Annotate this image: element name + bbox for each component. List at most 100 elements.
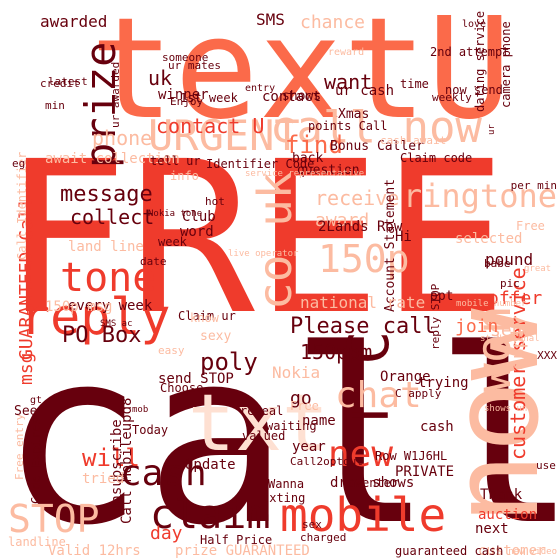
cloud-word: find [285,131,343,159]
cloud-word: time [400,77,429,91]
cloud-word: reveal [240,404,284,418]
cloud-word: tell ur [150,154,201,168]
cloud-word: Identifier Code [206,157,315,171]
cloud-word: easy [158,344,185,357]
cloud-word: send [490,320,534,341]
cloud-word: date [140,255,167,268]
cloud-word: offer [488,288,543,309]
cloud-word: chance [300,12,366,33]
cloud-word: shows [282,89,322,104]
cloud-word: opt [430,289,454,304]
cloud-word: 150p [318,237,410,281]
cloud-word: winner [158,87,209,103]
cloud-word: new video [508,547,557,557]
cloud-word: day [150,523,183,544]
cloud-word: love [462,19,487,30]
cloud-word: STOP [8,497,100,541]
cloud-word: cash [420,419,454,435]
cloud-word: textU [90,0,512,151]
cloud-word: PRIVATE [395,464,455,480]
cloud-word: Claim code [400,151,473,165]
cloud-word: contact [262,89,322,105]
cloud-word: week [158,235,187,249]
cloud-word: customer [478,543,546,558]
cloud-word: mob [132,405,149,415]
cloud-word: ur [487,124,497,135]
cloud-word: year [292,439,326,455]
cloud-word: per min [510,179,557,192]
cloud-word: phone [92,126,153,150]
cloud-word: co uk [248,171,302,310]
cloud-word: draw shows [330,475,415,491]
cloud-word: Xmas [338,107,370,122]
cloud-word: question [297,163,360,178]
cloud-word: Enjoy [170,95,204,108]
cloud-word: landline [8,535,66,549]
cloud-word: sexy [200,329,232,344]
cloud-word: reply STOP [429,283,442,350]
cloud-word: Bonus Caller [330,139,424,154]
cloud-word: award [315,210,370,231]
cloud-word: Free [290,399,319,413]
cloud-word: live operator [228,249,299,259]
cloud-word: contact U [156,114,265,138]
cloud-word: Free entry [13,413,26,480]
cloud-word: Row W1J6HL [375,449,448,463]
cloud-word: selected [455,231,523,247]
cloud-word: Hi [395,229,412,245]
cloud-word: Wanna [268,477,305,491]
cloud-word: guaranteed cash [395,544,504,558]
cloud-word: Update [185,457,236,473]
cloud-word: uk [148,66,173,90]
cloud-word: min [45,99,65,112]
cloud-word: Please call [290,314,436,339]
cloud-word: someone [162,51,209,64]
cloud-word: msg [16,352,37,385]
cloud-word: Today [132,423,169,437]
cloud-word: unsubscribe [109,419,125,512]
cloud-word: Valid 12hrs [48,543,141,558]
cloud-word: awarded [40,12,108,31]
cloud-word: pic [500,277,520,290]
cloud-word: new [328,434,394,475]
cloud-word: charged [300,531,347,544]
cloud-word: national rate [300,293,426,312]
cloud-word: 150ppm [300,340,373,364]
cloud-word: txting [262,491,306,505]
cloud-word: Thank [480,487,523,503]
cloud-word: eg [12,157,26,170]
cloud-word: know [190,311,219,325]
cloud-word: ur mates [168,59,221,72]
cloud-word: PO Box [62,323,142,348]
cloud-word: C apply [395,387,442,400]
cloud-word: hot [205,195,225,208]
cloud-word: info [170,169,199,183]
cloud-word: 2nd attempt [430,45,510,59]
cloud-word: Club [182,209,216,225]
cloud-word: reply [20,288,171,346]
cloud-word: shows un [484,404,528,414]
cloud-word: st National [480,334,540,344]
cloud-word: valued [242,429,286,443]
cloud-word: Half Price [200,533,273,547]
cloud-word: every week [68,298,153,314]
cloud-word: ur cash [335,83,395,99]
cloud-word: Orange [380,369,431,385]
cloud-word: call now [270,102,482,153]
cloud-word: service representative [245,169,365,179]
cloud-word: latest [48,75,88,88]
cloud-word: weekly [432,91,472,104]
cloud-word: SMS ac [100,319,133,329]
cloud-word: babe [484,257,511,270]
cloud-word: call [0,298,557,558]
cloud-word: chat [335,375,422,416]
cloud-word: collect [70,205,155,229]
cloud-word: ur awarded [109,61,122,128]
cloud-word: cash [120,453,207,494]
cloud-word: reward [328,47,365,58]
cloud-word: Code Expires [29,417,43,504]
cloud-word: Free [516,219,545,233]
cloud-word: trying [418,375,469,391]
cloud-word: waiting [266,419,317,433]
